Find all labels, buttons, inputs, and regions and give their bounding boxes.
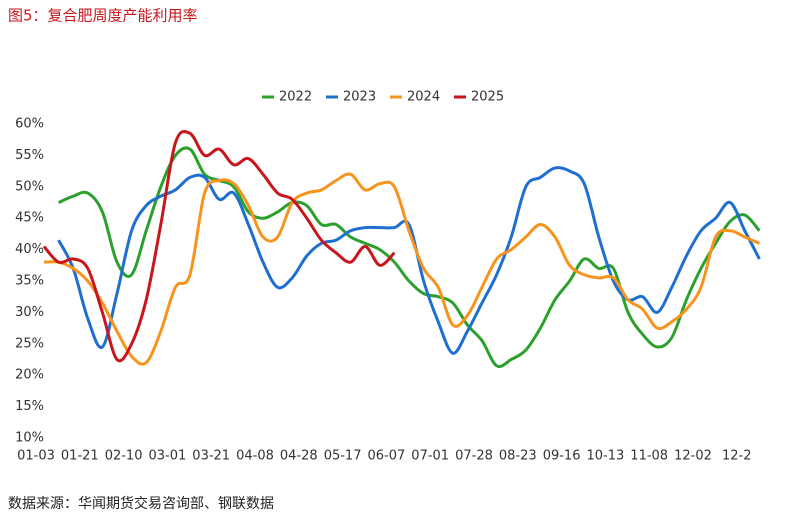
x-tick-label: 12-02 bbox=[674, 449, 712, 464]
series-line bbox=[42, 129, 396, 363]
y-tick-label: 20% bbox=[15, 368, 44, 383]
x-tick-label: 07-01 bbox=[411, 449, 449, 464]
legend-label: 2024 bbox=[407, 90, 440, 105]
y-tick-label: 60% bbox=[15, 117, 44, 132]
y-tick-label: 50% bbox=[15, 179, 44, 194]
chart-title: 图5：复合肥周度产能利用率 bbox=[8, 7, 198, 25]
x-tick-label: 11-08 bbox=[630, 449, 668, 464]
y-tick-label: 35% bbox=[15, 274, 44, 289]
x-tick-label: 09-16 bbox=[543, 449, 581, 464]
legend-label: 2025 bbox=[471, 90, 504, 105]
x-tick-label: 03-21 bbox=[192, 449, 230, 464]
x-tick-label: 07-28 bbox=[455, 449, 493, 464]
x-tick-label: 04-08 bbox=[236, 449, 274, 464]
y-tick-label: 45% bbox=[15, 211, 44, 226]
x-tick-label: 03-01 bbox=[149, 449, 187, 464]
legend-label: 2022 bbox=[279, 90, 312, 105]
series-line bbox=[57, 146, 761, 369]
y-tick-label: 30% bbox=[15, 305, 44, 320]
y-tick-label: 15% bbox=[15, 399, 44, 414]
x-tick-label: 08-23 bbox=[499, 449, 537, 464]
x-tick-label: 01-03 bbox=[17, 449, 55, 464]
source-note: 数据来源：华闻期货交易咨询部、钢联数据 bbox=[8, 495, 274, 512]
series-line bbox=[57, 166, 761, 355]
x-tick-label: 10-13 bbox=[587, 449, 625, 464]
x-tick-label: 12-2 bbox=[722, 449, 752, 464]
series-line bbox=[43, 172, 760, 366]
x-tick-label: 05-17 bbox=[324, 449, 362, 464]
x-tick-label: 06-07 bbox=[368, 449, 406, 464]
y-tick-label: 25% bbox=[15, 336, 44, 351]
y-tick-label: 40% bbox=[15, 242, 44, 257]
y-tick-label: 55% bbox=[15, 148, 44, 163]
y-tick-label: 10% bbox=[15, 431, 44, 446]
x-tick-label: 04-28 bbox=[280, 449, 318, 464]
legend-label: 2023 bbox=[343, 90, 376, 105]
x-tick-label: 02-10 bbox=[105, 449, 143, 464]
x-tick-label: 01-21 bbox=[61, 449, 99, 464]
